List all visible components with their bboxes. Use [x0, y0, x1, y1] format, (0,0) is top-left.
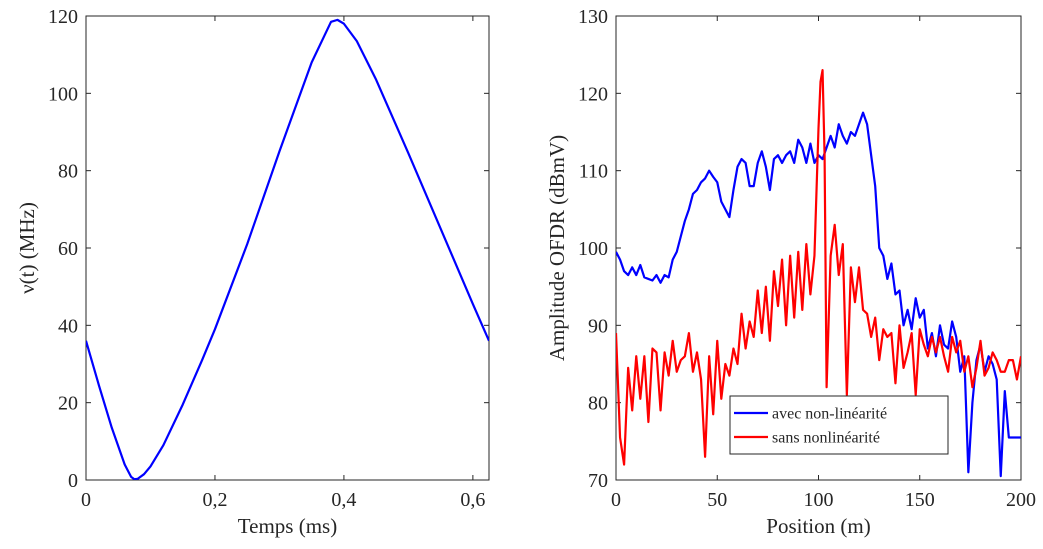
y-tick-label: 90	[588, 315, 608, 337]
x-tick-label: 0,2	[202, 489, 227, 511]
x-tick-label: 0	[81, 489, 91, 511]
y-tick-label: 120	[578, 83, 608, 105]
y-axis-label: Amplitude OFDR (dBmV)	[545, 135, 569, 361]
legend-box	[729, 395, 949, 455]
x-axis-label: Temps (ms)	[238, 514, 337, 538]
series-line-sans-nonlinéarité	[616, 69, 1021, 466]
x-tick-label: 100	[804, 489, 834, 511]
x-tick-label: 0	[611, 489, 621, 511]
y-tick-label: 20	[58, 393, 78, 415]
x-tick-label: 200	[1006, 489, 1036, 511]
y-axis-label: ν(t) (MHz)	[15, 202, 39, 294]
x-axis-label: Position (m)	[766, 514, 870, 538]
x-tick-label: 50	[707, 489, 727, 511]
y-tick-label: 60	[58, 238, 78, 260]
y-tick-label: 80	[588, 393, 608, 415]
legend: avec non-linéarité sans nonlinéarité	[729, 395, 949, 455]
y-tick-label: 110	[579, 161, 608, 183]
x-tick-label: 0,6	[460, 489, 485, 511]
plot-frame	[85, 15, 490, 481]
y-tick-label: 40	[58, 315, 78, 337]
x-tick-label: 150	[905, 489, 935, 511]
y-tick-label: 100	[578, 238, 608, 260]
x-tick-label: 0,4	[331, 489, 356, 511]
y-tick-label: 120	[48, 6, 78, 28]
legend-label: sans nonlinéarité	[772, 430, 880, 447]
y-tick-label: 70	[588, 470, 608, 492]
left-chart-frequency: 0 0,2 0,4 0,6 0 20 40 60 80 100 120 Temps (ms) ν(t) …	[15, 6, 490, 538]
right-chart-ofdr: 0 50 100 150 200 70 80 90 100 110 120 130 Position (…	[545, 6, 1036, 538]
y-tick-label: 100	[48, 83, 78, 105]
y-tick-label: 130	[578, 6, 608, 28]
y-tick-label: 0	[68, 470, 78, 492]
legend-label: avec non-linéarité	[772, 406, 887, 423]
series-line-0	[86, 18, 489, 480]
y-tick-label: 80	[58, 161, 78, 183]
